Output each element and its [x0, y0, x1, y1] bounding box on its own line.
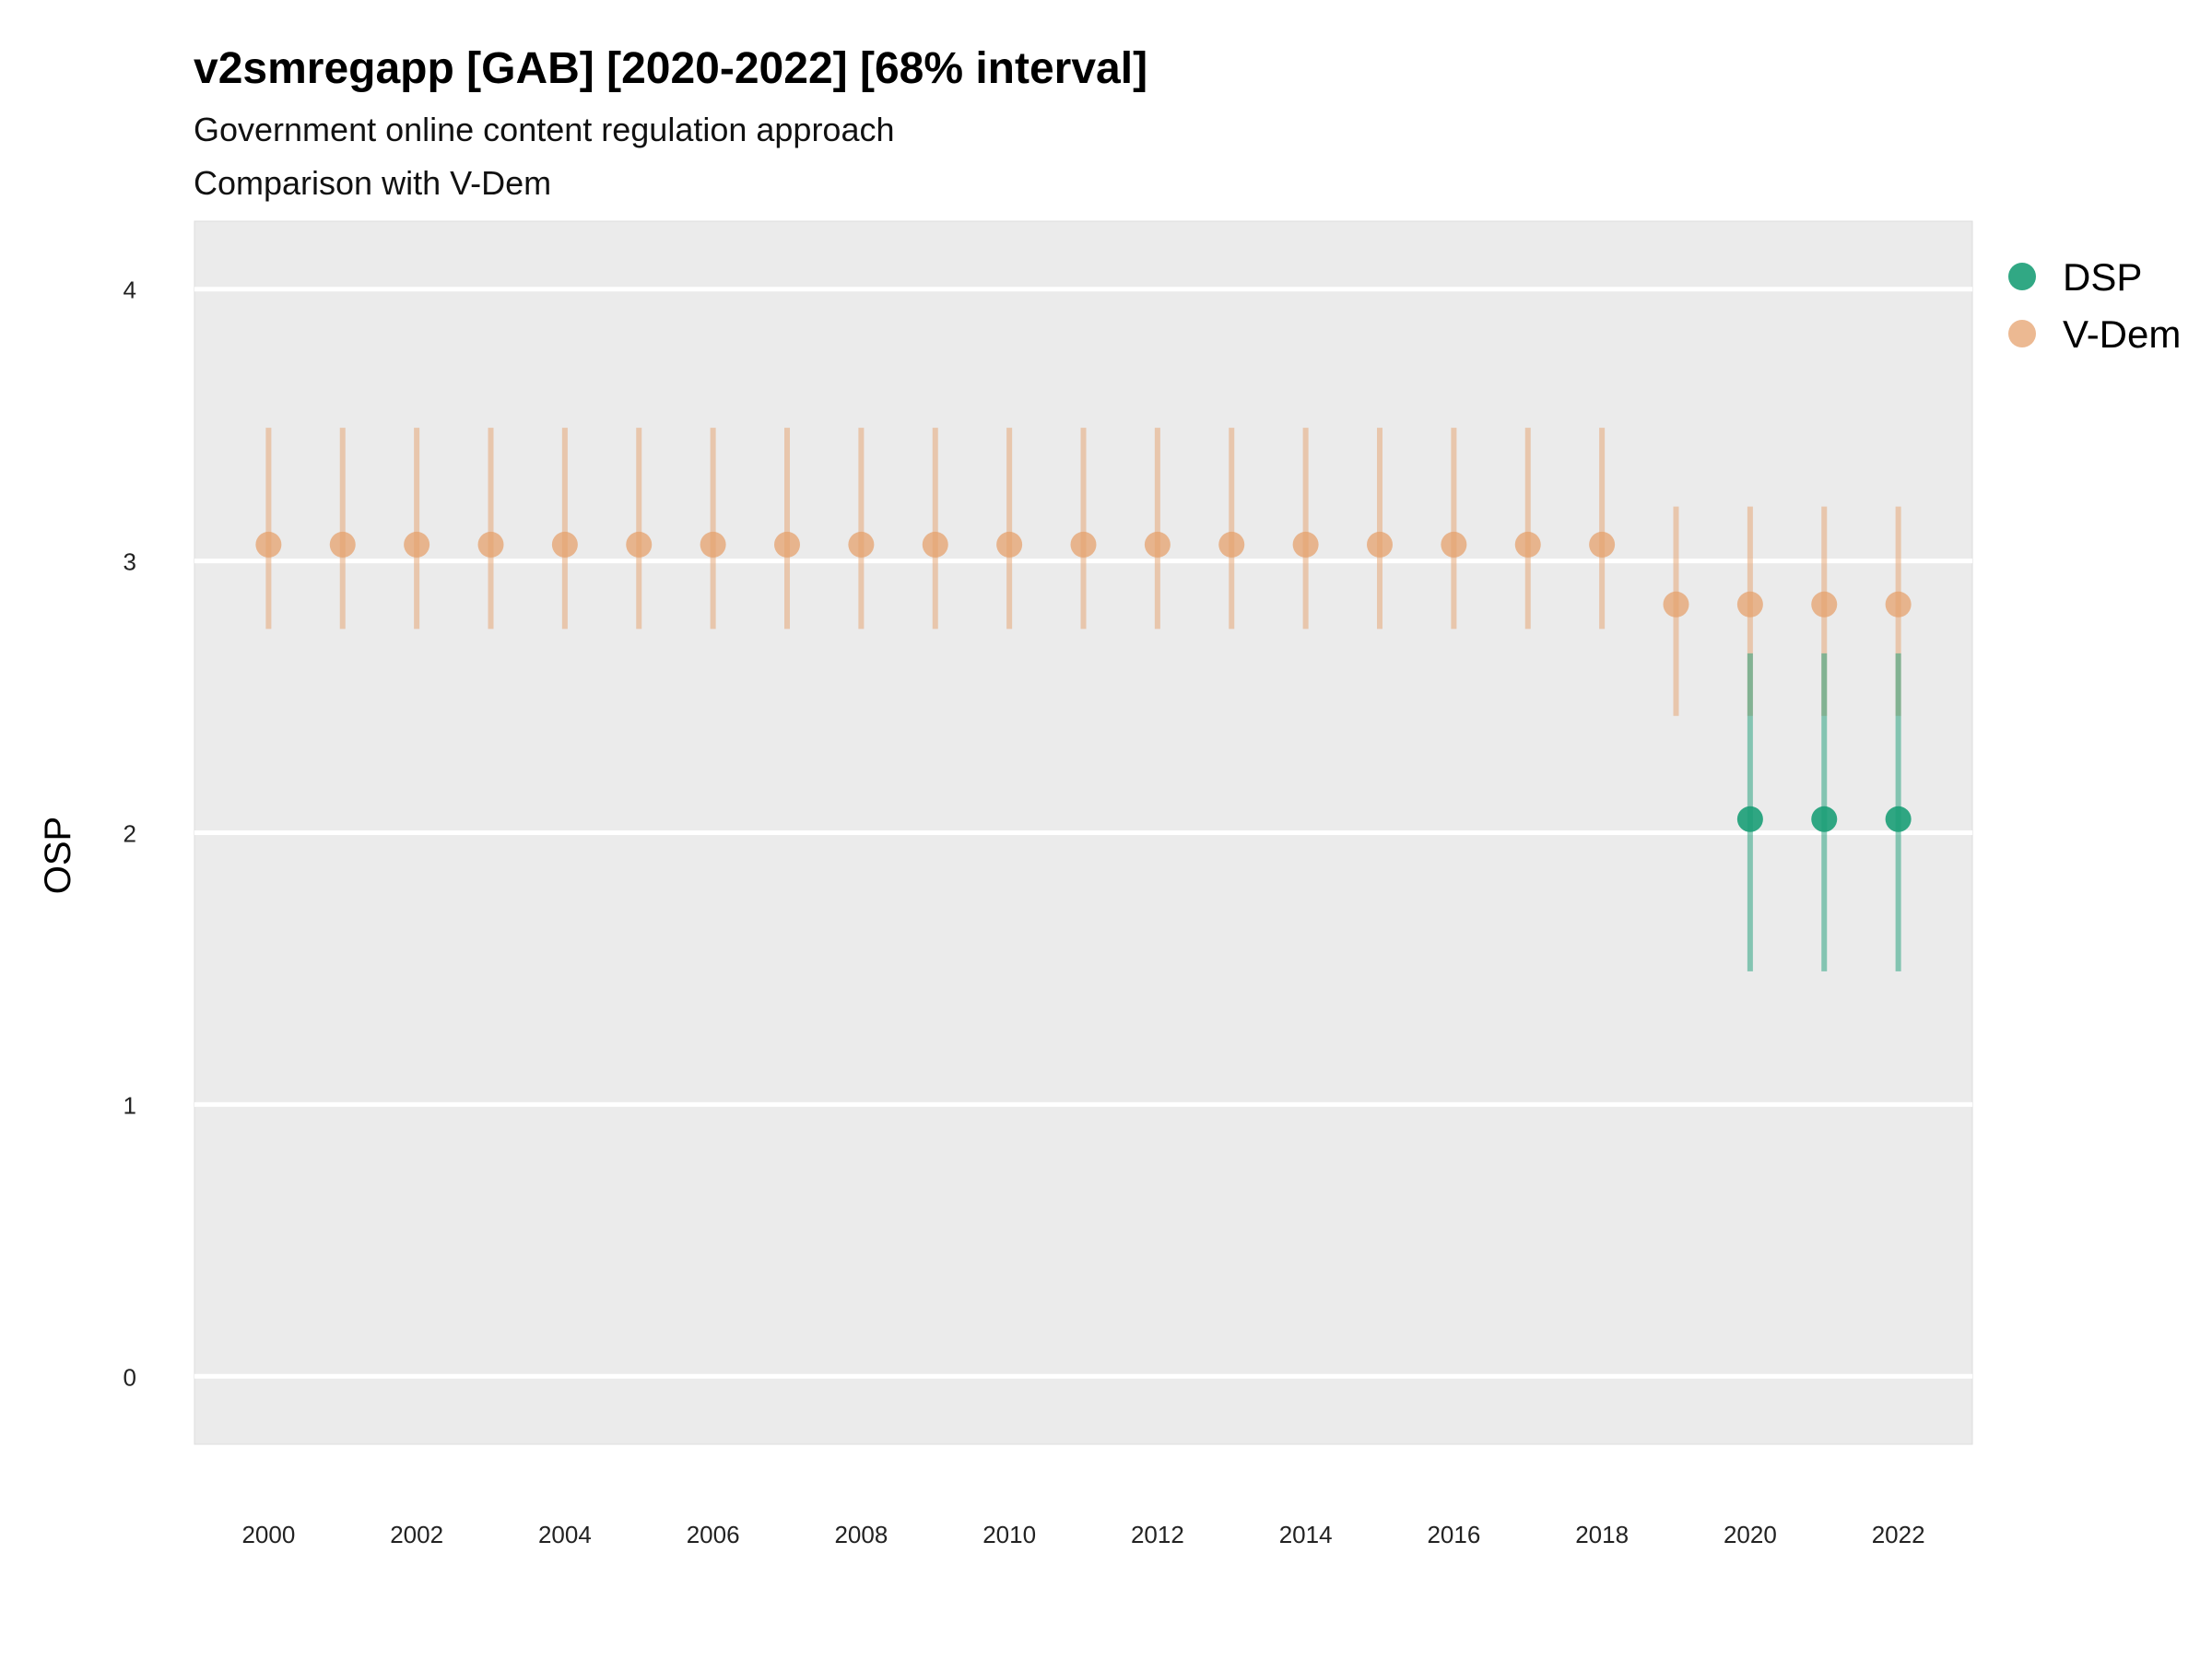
data-point [1514, 531, 1541, 558]
x-tick-label: 2000 [241, 1521, 295, 1548]
legend-key [2008, 263, 2036, 290]
x-tick-label: 2016 [1427, 1521, 1480, 1548]
y-axis-title: OSP [38, 817, 78, 894]
data-point [404, 531, 430, 558]
data-point [700, 531, 726, 558]
series-dsp [1736, 653, 1912, 971]
x-axis-ticks: 2000 2002 2004 2006 2008 2010 2012 2014 2016 2018… [241, 1521, 1924, 1548]
data-point [922, 531, 948, 558]
y-tick-label: 4 [124, 276, 136, 304]
x-tick-label: 2020 [1724, 1521, 1777, 1548]
legend-label: V-Dem [2063, 312, 2181, 356]
data-point [1885, 806, 1912, 832]
x-tick-label: 2022 [1872, 1521, 1925, 1548]
data-point [1218, 531, 1245, 558]
legend-label: DSP [2063, 255, 2142, 299]
gridlines [194, 287, 1972, 1379]
data-point [1736, 591, 1763, 618]
chart-subtitle-2: Comparison with V-Dem [194, 164, 551, 202]
data-point [1367, 531, 1393, 558]
data-point [551, 531, 578, 558]
data-point [774, 531, 800, 558]
y-tick-label: 0 [124, 1363, 136, 1391]
data-point [1070, 531, 1097, 558]
data-point [996, 531, 1023, 558]
data-point [848, 531, 875, 558]
data-point [626, 531, 653, 558]
data-marks [255, 428, 1912, 971]
data-point [1736, 806, 1763, 832]
data-point [1885, 591, 1912, 618]
x-tick-label: 2008 [834, 1521, 888, 1548]
chart-title: v2smregapp [GAB] [2020-2022] [68% interv… [194, 44, 1147, 93]
data-point [1811, 591, 1838, 618]
chart-subtitle: Government online content regulation app… [194, 111, 895, 148]
y-tick-label: 1 [124, 1091, 136, 1119]
series-v-dem [255, 428, 1912, 716]
legend-key [2008, 320, 2036, 347]
data-point [1292, 531, 1319, 558]
x-tick-label: 2012 [1131, 1521, 1184, 1548]
data-point [1811, 806, 1838, 832]
x-tick-label: 2004 [538, 1521, 592, 1548]
data-point [1589, 531, 1616, 558]
data-point [329, 531, 356, 558]
y-axis-ticks: 0 1 2 3 4 [124, 276, 136, 1392]
data-point [477, 531, 504, 558]
data-point [1441, 531, 1467, 558]
data-point [1144, 531, 1171, 558]
x-tick-label: 2018 [1575, 1521, 1629, 1548]
y-tick-label: 3 [124, 548, 136, 576]
x-tick-label: 2002 [390, 1521, 443, 1548]
data-point [255, 531, 282, 558]
x-tick-label: 2006 [687, 1521, 740, 1548]
x-tick-label: 2010 [982, 1521, 1036, 1548]
x-tick-label: 2014 [1279, 1521, 1333, 1548]
data-point [1663, 591, 1689, 618]
legend: DSP V-Dem [2008, 255, 2181, 356]
y-tick-label: 2 [124, 820, 136, 848]
